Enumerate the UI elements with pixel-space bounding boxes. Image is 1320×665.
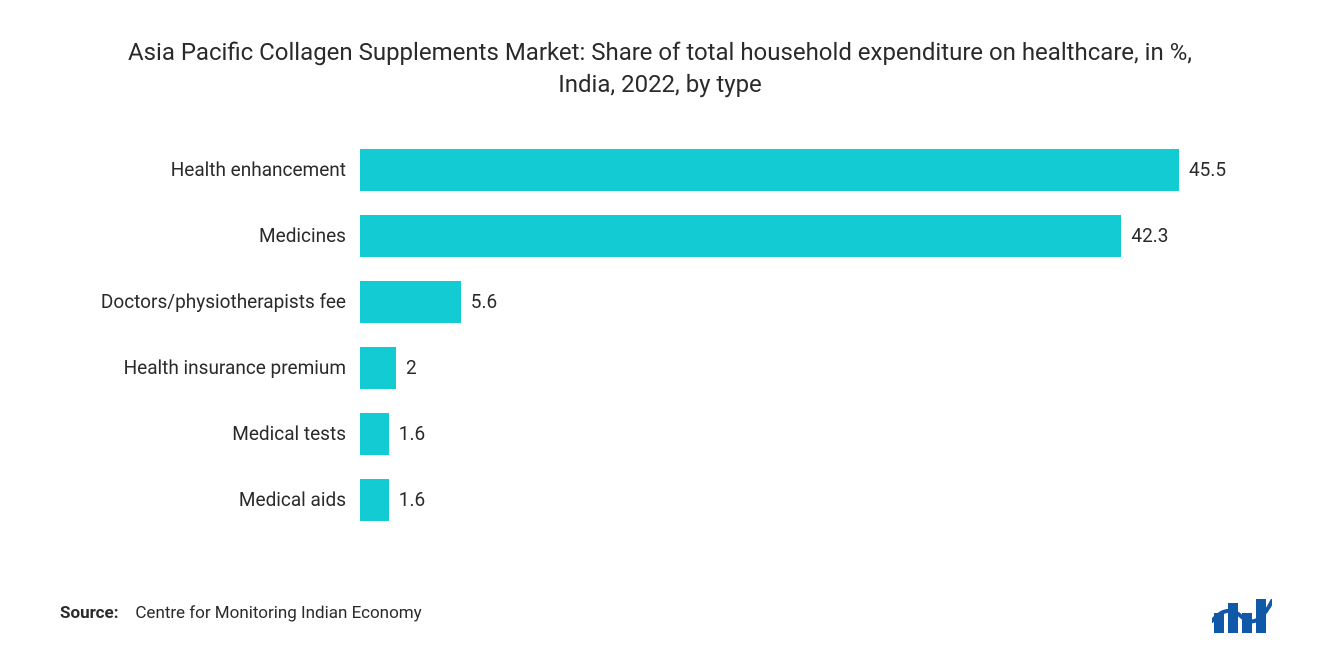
chart-container: Asia Pacific Collagen Supplements Market… [0, 0, 1320, 665]
bar-track: 45.5 [360, 149, 1260, 191]
bar [360, 215, 1121, 257]
bar [360, 149, 1179, 191]
bar [360, 281, 461, 323]
bar-track: 2 [360, 347, 1260, 389]
brand-logo [1212, 595, 1272, 635]
source-text: Centre for Monitoring Indian Economy [135, 603, 421, 623]
source-label: Source: [60, 603, 118, 623]
plot-area: Health enhancement 45.5 Medicines 42.3 Docto… [60, 141, 1260, 541]
value-label: 1.6 [399, 422, 425, 445]
bar-row: Medical tests 1.6 [60, 405, 1260, 463]
bar-track: 5.6 [360, 281, 1260, 323]
bar-row: Medical aids 1.6 [60, 471, 1260, 529]
category-label: Health insurance premium [60, 356, 360, 379]
category-label: Medical aids [60, 488, 360, 511]
value-label: 42.3 [1131, 224, 1168, 247]
chart-title: Asia Pacific Collagen Supplements Market… [110, 36, 1210, 101]
category-label: Health enhancement [60, 158, 360, 181]
bar-row: Medicines 42.3 [60, 207, 1260, 265]
source-line: Source: Centre for Monitoring Indian Eco… [60, 603, 422, 623]
bar-row: Health enhancement 45.5 [60, 141, 1260, 199]
value-label: 45.5 [1189, 158, 1226, 181]
bar [360, 413, 389, 455]
value-label: 5.6 [471, 290, 497, 313]
value-label: 1.6 [399, 488, 425, 511]
category-label: Medicines [60, 224, 360, 247]
bar-row: Health insurance premium 2 [60, 339, 1260, 397]
bar [360, 347, 396, 389]
value-label: 2 [406, 356, 417, 379]
bar-track: 1.6 [360, 479, 1260, 521]
bar-track: 1.6 [360, 413, 1260, 455]
bar [360, 479, 389, 521]
category-label: Doctors/physiotherapists fee [60, 290, 360, 313]
bar-track: 42.3 [360, 215, 1260, 257]
bar-row: Doctors/physiotherapists fee 5.6 [60, 273, 1260, 331]
category-label: Medical tests [60, 422, 360, 445]
